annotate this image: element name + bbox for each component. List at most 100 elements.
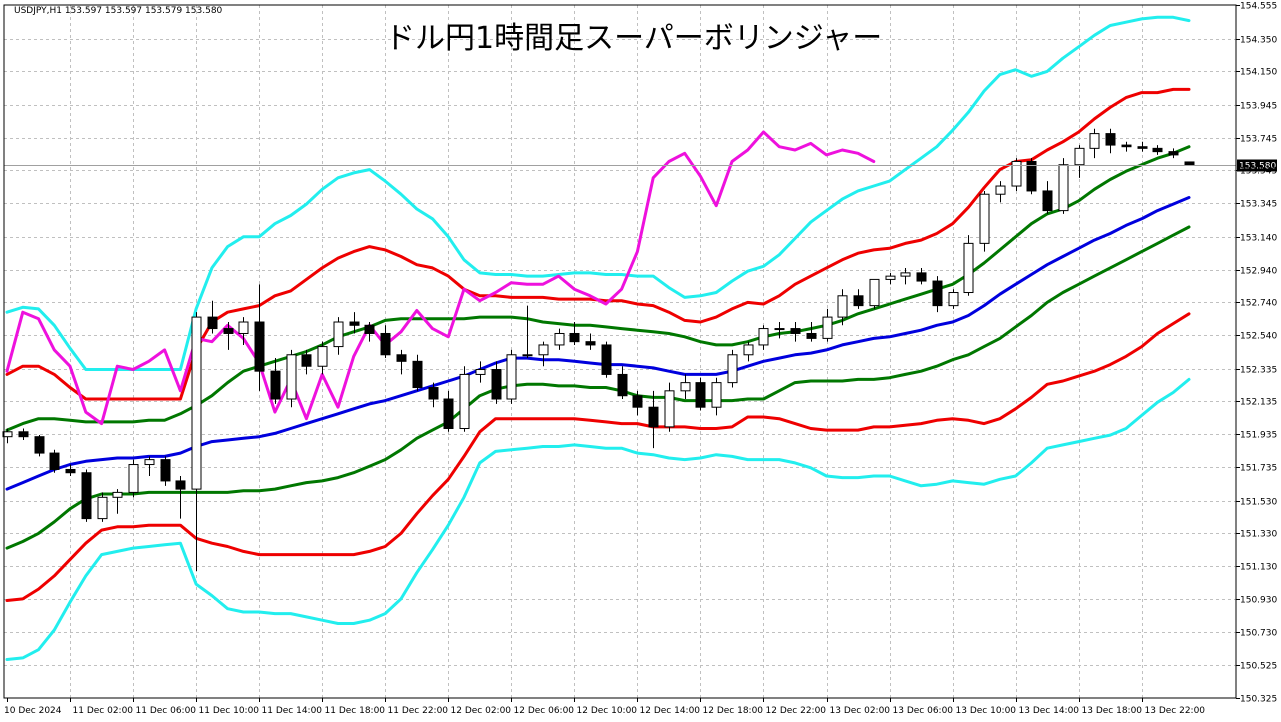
y-tick-label: 151.735 bbox=[1240, 464, 1277, 474]
candle-body-down bbox=[853, 295, 864, 307]
candle-body-down bbox=[916, 272, 927, 282]
candle-body-up bbox=[317, 346, 328, 367]
candle-body-up bbox=[995, 185, 1006, 195]
candle-body-down bbox=[301, 354, 312, 367]
y-tick-label: 152.335 bbox=[1240, 366, 1277, 376]
candle-body-down bbox=[49, 452, 60, 470]
candle-body-down bbox=[1042, 190, 1053, 212]
y-tick-label: 153.745 bbox=[1240, 135, 1277, 145]
lower-3sigma-line bbox=[5, 377, 1191, 661]
candle-body-down bbox=[349, 321, 360, 326]
current-price-line: 153.580 bbox=[4, 159, 1277, 172]
candle-body-up bbox=[680, 382, 691, 392]
x-tick-label: 11 Dec 14:00 bbox=[262, 706, 323, 716]
candle-body-down bbox=[632, 395, 643, 408]
x-tick-label: 11 Dec 10:00 bbox=[199, 706, 260, 716]
y-tick-label: 151.130 bbox=[1240, 563, 1277, 573]
x-tick-label: 13 Dec 10:00 bbox=[956, 706, 1017, 716]
candle-body-down bbox=[270, 370, 281, 400]
x-tick-label: 12 Dec 22:00 bbox=[766, 706, 827, 716]
candle-body-up bbox=[538, 344, 549, 356]
candle-body-up bbox=[837, 295, 848, 318]
y-tick-label: 153.945 bbox=[1240, 102, 1277, 112]
x-tick-label: 11 Dec 06:00 bbox=[136, 706, 197, 716]
candle-body-up bbox=[1058, 164, 1069, 212]
x-tick-label: 11 Dec 18:00 bbox=[325, 706, 386, 716]
y-tick-label: 152.135 bbox=[1240, 398, 1277, 408]
x-tick-label: 12 Dec 06:00 bbox=[514, 706, 575, 716]
lagging-span-line bbox=[5, 130, 876, 426]
lower-2sigma-line bbox=[5, 312, 1191, 602]
x-tick-label: 13 Dec 22:00 bbox=[1145, 706, 1206, 716]
candle-body-up bbox=[128, 464, 139, 493]
candle-body-up bbox=[1011, 160, 1022, 187]
symbol-info: USDJPY,H1 153.597 153.597 153.579 153.58… bbox=[14, 6, 223, 16]
candle-body-up bbox=[97, 496, 108, 520]
candle-body-up bbox=[2, 431, 13, 438]
candle-body-up bbox=[758, 328, 769, 346]
y-tick-label: 151.530 bbox=[1240, 498, 1277, 508]
candlesticks bbox=[2, 128, 1195, 572]
x-tick-label: 13 Dec 18:00 bbox=[1082, 706, 1143, 716]
x-tick-label: 11 Dec 02:00 bbox=[73, 706, 134, 716]
candle-body-down bbox=[175, 480, 186, 490]
candle-body-down bbox=[491, 369, 502, 400]
plot-frame bbox=[3, 4, 1237, 699]
axes: 154.555 154.350 154.150 153.945 153.745 153.5… bbox=[3, 2, 1277, 716]
candle-body-down bbox=[648, 406, 659, 428]
candle-body-down bbox=[65, 468, 76, 474]
candle-body-up bbox=[963, 242, 974, 294]
candle-body-up bbox=[238, 321, 249, 334]
candle-body-down bbox=[160, 459, 171, 482]
bollinger-bands bbox=[5, 15, 1191, 661]
candle-body-down bbox=[443, 398, 454, 430]
candle-body-up bbox=[475, 369, 486, 375]
candle-body-down bbox=[34, 436, 45, 454]
candle-body-up bbox=[948, 292, 959, 307]
candle-body-down bbox=[601, 344, 612, 375]
middle-band-line bbox=[5, 196, 1191, 491]
y-tick-label: 153.140 bbox=[1240, 234, 1277, 244]
candle-body-down bbox=[412, 360, 423, 389]
candle-body-down bbox=[1152, 147, 1163, 153]
candle-body-up bbox=[506, 354, 517, 400]
candle-body-up bbox=[112, 491, 123, 498]
candle-body-up bbox=[1074, 147, 1085, 166]
y-tick-label: 152.940 bbox=[1240, 267, 1277, 277]
current-price-label: 153.580 bbox=[1239, 162, 1276, 172]
candle-body-up bbox=[333, 321, 344, 348]
candle-body-down bbox=[81, 472, 92, 520]
candle-body-down bbox=[1121, 144, 1132, 148]
y-tick-label: 153.345 bbox=[1240, 200, 1277, 210]
x-tick-label: 12 Dec 14:00 bbox=[640, 706, 701, 716]
y-tick-label: 152.740 bbox=[1240, 299, 1277, 309]
candle-body-down bbox=[569, 332, 580, 343]
candle-body-up bbox=[522, 354, 533, 357]
candle-body-up bbox=[885, 275, 896, 280]
x-tick-label: 13 Dec 02:00 bbox=[830, 706, 891, 716]
x-tick-label: 13 Dec 06:00 bbox=[893, 706, 954, 716]
candle-body-down bbox=[585, 341, 596, 346]
candle-body-up bbox=[900, 272, 911, 277]
candle-body-up bbox=[144, 459, 155, 466]
y-tick-label: 150.325 bbox=[1240, 695, 1277, 705]
upper-1sigma-line bbox=[5, 145, 1191, 432]
candle-body-down bbox=[1137, 146, 1148, 149]
candle-body-up bbox=[664, 390, 675, 428]
x-tick-label: 10 Dec 2024 bbox=[4, 706, 62, 716]
y-tick-label: 150.730 bbox=[1240, 629, 1277, 639]
y-tick-label: 154.555 bbox=[1240, 2, 1277, 12]
x-tick-label: 12 Dec 02:00 bbox=[451, 706, 512, 716]
y-tick-label: 154.150 bbox=[1240, 68, 1277, 78]
y-tick-label: 152.540 bbox=[1240, 332, 1277, 342]
candle-body-up bbox=[774, 328, 785, 331]
chart-title: ドル円1時間足スーパーボリンジャー bbox=[385, 21, 882, 56]
candle-body-up bbox=[554, 332, 565, 346]
current-price-tag bbox=[1237, 159, 1277, 172]
grid bbox=[4, 5, 1236, 698]
candle-body-down bbox=[1168, 151, 1179, 156]
candle-body-down bbox=[18, 431, 29, 438]
candle-body-up bbox=[286, 354, 297, 400]
candle-body-down bbox=[396, 354, 407, 362]
